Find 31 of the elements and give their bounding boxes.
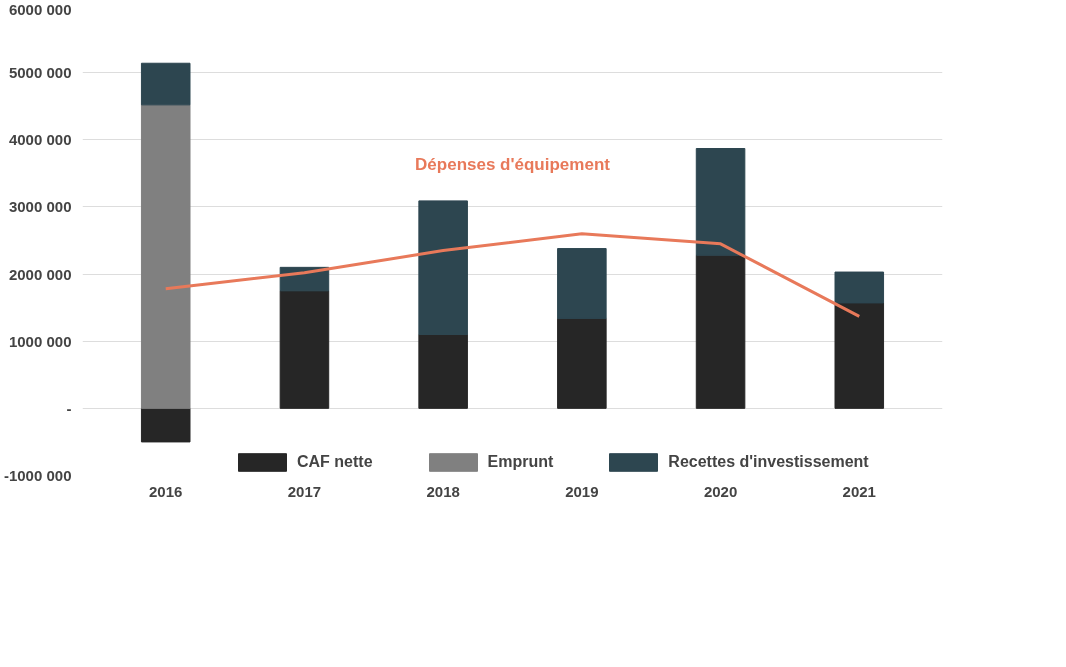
bar: [140, 62, 191, 106]
y-tick-label: 3000 000: [8, 198, 72, 216]
bar: [695, 254, 746, 409]
y-tick-label: 4000 000: [8, 131, 72, 149]
y-tick-label: 1000 000: [8, 332, 72, 350]
bar: [834, 302, 885, 409]
x-tick-label: 2016: [149, 482, 183, 500]
x-tick-label: 2021: [842, 482, 876, 500]
bar: [557, 248, 607, 319]
legend-label: Emprunt: [487, 453, 554, 471]
legend-label: Recettes d'investissement: [668, 453, 869, 471]
y-tick-label: 2000 000: [8, 265, 72, 283]
bar: [140, 407, 191, 443]
x-tick-label: 2019: [565, 482, 599, 500]
bar: [557, 317, 607, 409]
y-tick-label: -1000 000: [3, 467, 72, 484]
bar: [834, 271, 885, 304]
x-tick-label: 2017: [287, 482, 322, 500]
bar: [695, 148, 746, 256]
y-tick-label: 5000 000: [8, 64, 72, 82]
bar: [418, 334, 468, 409]
bar: [418, 200, 468, 335]
text: Dépenses d'équipement: [415, 154, 611, 174]
y-tick-label: 6000 000: [8, 0, 72, 18]
x-tick-label: 2020: [703, 482, 738, 500]
x-tick-label: 2018: [426, 482, 460, 500]
legend-label: CAF nette: [297, 453, 373, 471]
y-tick-label: -: [66, 399, 72, 417]
line-series: [164, 232, 861, 318]
bar: [140, 104, 191, 409]
bar: [279, 290, 330, 409]
